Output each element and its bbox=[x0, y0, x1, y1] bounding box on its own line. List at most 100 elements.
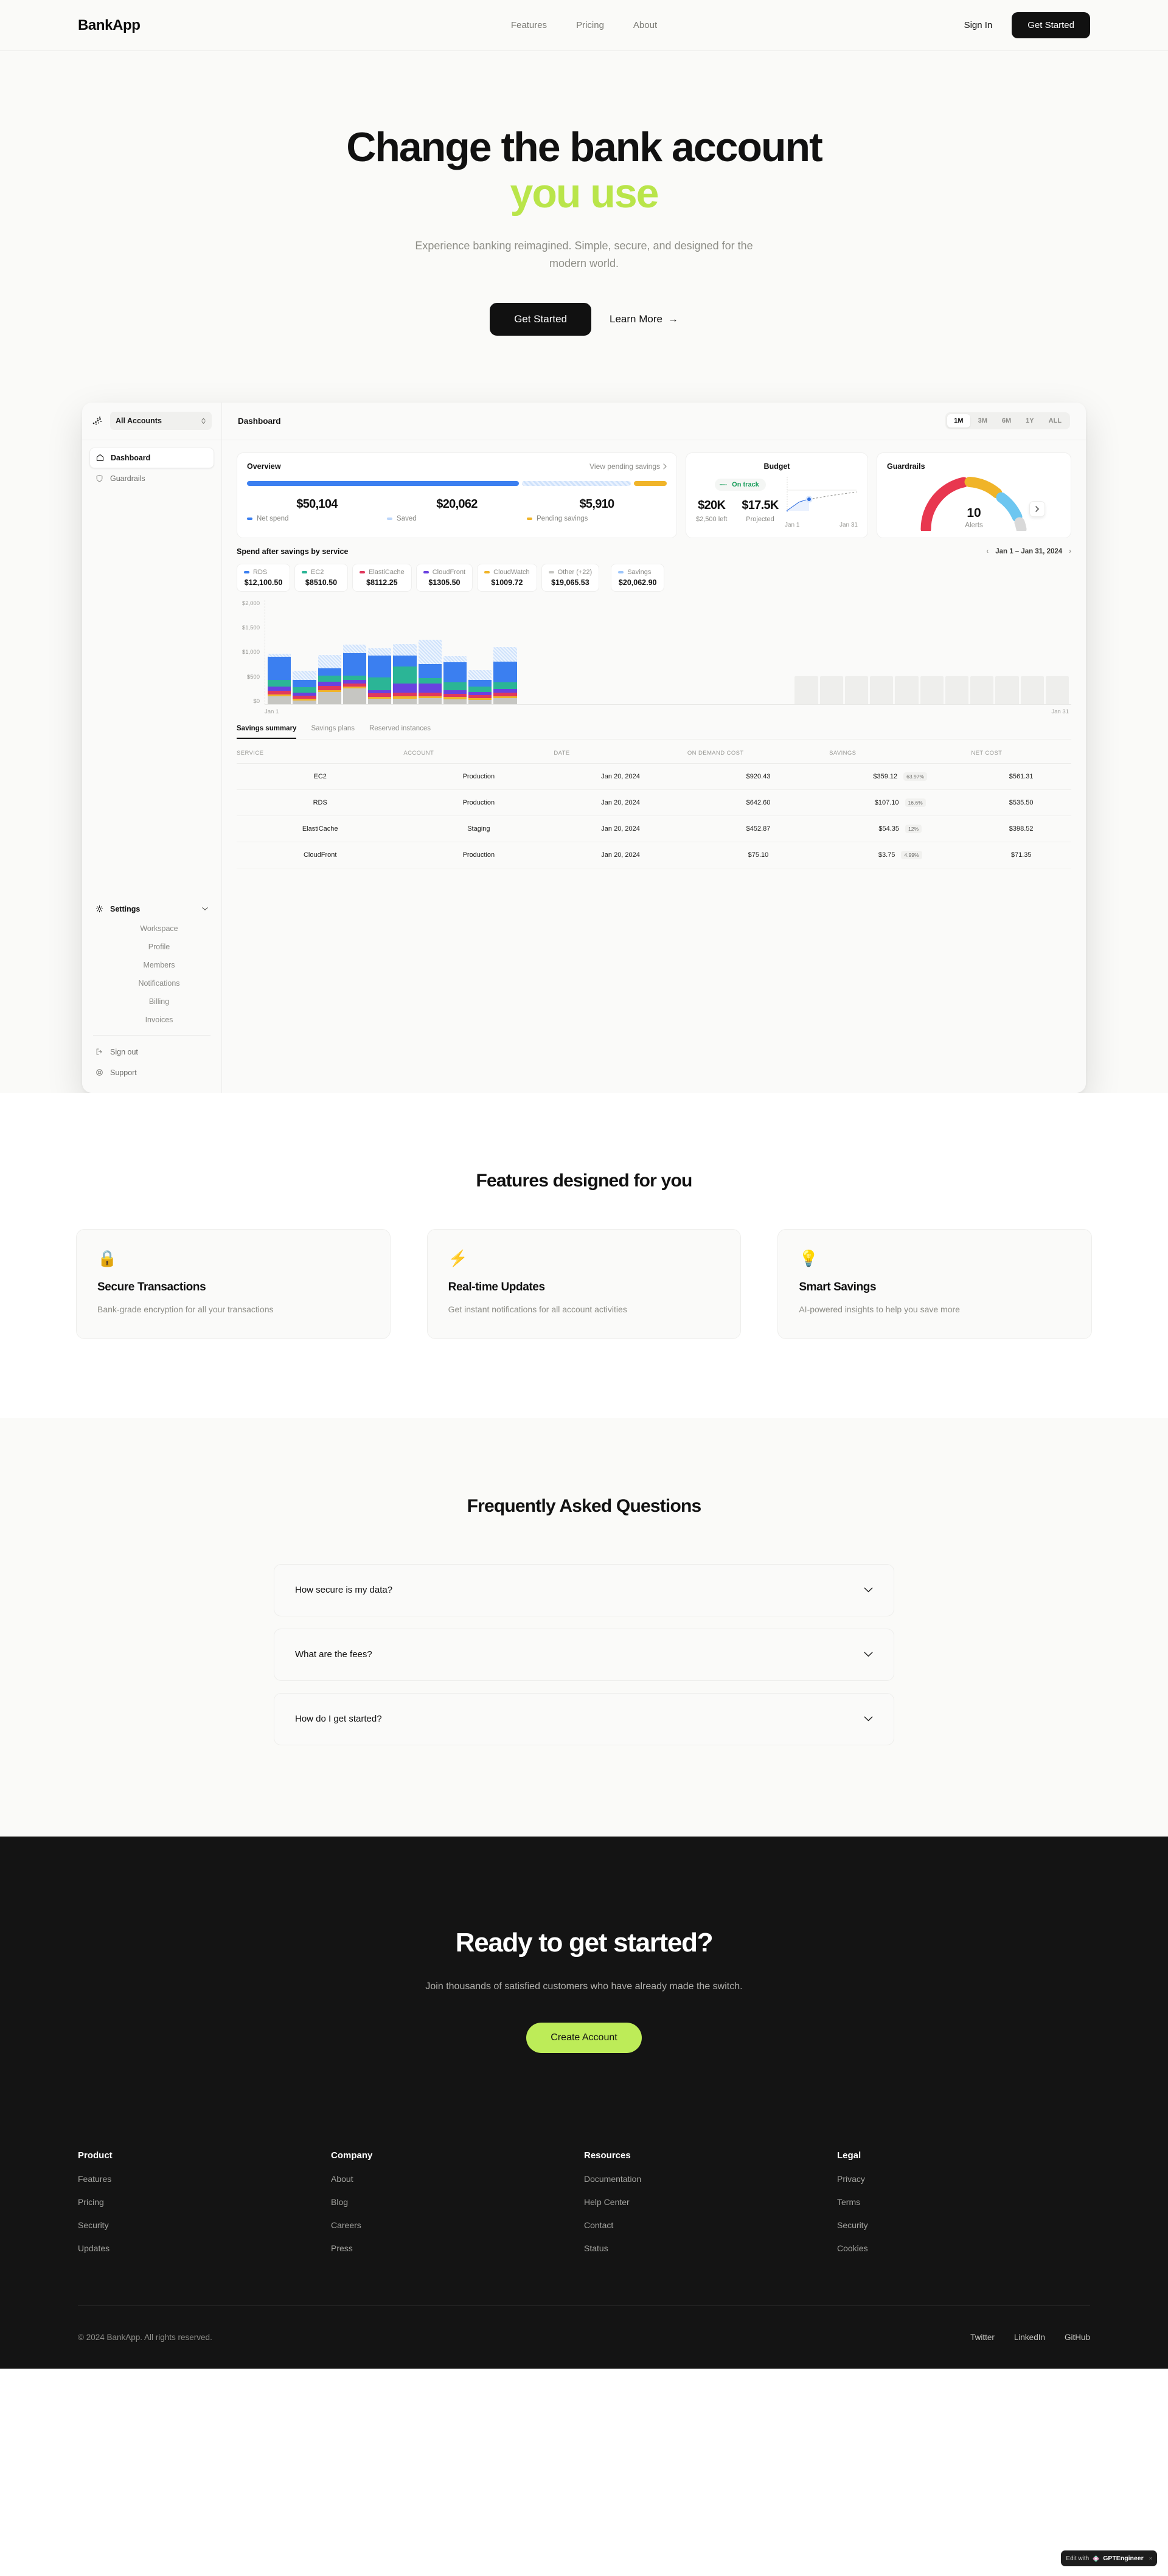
footer-link-contact[interactable]: Contact bbox=[584, 2220, 614, 2230]
sidebar-subitem-notifications[interactable]: Notifications bbox=[138, 978, 180, 988]
chip-cloudwatch[interactable]: CloudWatch $1009.72 bbox=[477, 563, 537, 592]
bar-pending bbox=[634, 480, 667, 486]
footer-link-about[interactable]: About bbox=[331, 2173, 353, 2184]
faq-question-0: How secure is my data? bbox=[295, 1585, 393, 1596]
guardrails-detail-button[interactable] bbox=[1029, 500, 1045, 517]
sidebar-item-settings[interactable]: Settings bbox=[89, 899, 214, 919]
chip-rds[interactable]: RDS $12,100.50 bbox=[237, 563, 290, 592]
footer-link-features[interactable]: Features bbox=[78, 2173, 112, 2184]
faq-item-1[interactable]: What are the fees? bbox=[274, 1628, 894, 1681]
hero-get-started-button[interactable]: Get Started bbox=[490, 302, 591, 336]
sidebar-subitem-invoices[interactable]: Invoices bbox=[145, 1015, 173, 1024]
sidebar-header: All Accounts bbox=[82, 403, 221, 440]
brand-logo[interactable]: BankApp bbox=[78, 16, 141, 33]
chip-savings[interactable]: Savings $20,062.90 bbox=[611, 563, 665, 592]
feature-desc-1: Get instant notifications for all accoun… bbox=[448, 1304, 627, 1314]
cell-net-cost: $561.31 bbox=[971, 763, 1071, 790]
footer-link-security[interactable]: Security bbox=[78, 2220, 109, 2230]
chip-rds-name: RDS bbox=[253, 568, 268, 576]
bar-segment bbox=[318, 676, 341, 682]
chip-cloudfront[interactable]: CloudFront $1305.50 bbox=[415, 563, 473, 592]
table-row[interactable]: CloudFront Production Jan 20, 2024 $75.10 $3… bbox=[237, 842, 1071, 868]
footer-link-pricing[interactable]: Pricing bbox=[78, 2197, 104, 2207]
nav-link-features[interactable]: Features bbox=[510, 20, 548, 30]
bar-segment bbox=[342, 675, 366, 680]
footer-link-cookies[interactable]: Cookies bbox=[837, 2243, 868, 2253]
sidebar-item-support[interactable]: Support bbox=[89, 1062, 214, 1083]
faq-item-2[interactable]: How do I get started? bbox=[274, 1692, 894, 1745]
next-period-button[interactable]: › bbox=[1069, 547, 1071, 555]
footer-link-terms[interactable]: Terms bbox=[837, 2197, 861, 2207]
chip-elasticache[interactable]: ElastiCache $8112.25 bbox=[352, 563, 412, 592]
faq-item-0[interactable]: How secure is my data? bbox=[274, 1563, 894, 1616]
sidebar-subitem-workspace[interactable]: Workspace bbox=[140, 924, 178, 933]
bar-segment bbox=[493, 646, 517, 662]
bar-segment bbox=[393, 683, 417, 693]
sidebar-item-guardrails-label: Guardrails bbox=[110, 474, 145, 483]
create-account-button[interactable]: Create Account bbox=[526, 2022, 642, 2053]
footer-link-legal-security[interactable]: Security bbox=[837, 2220, 868, 2230]
table-row[interactable]: EC2 Production Jan 20, 2024 $920.43 $359.12 6… bbox=[237, 763, 1071, 790]
footer-heading-resources: Resources bbox=[584, 2150, 631, 2161]
bar-segment bbox=[268, 679, 291, 687]
close-icon[interactable]: × bbox=[1149, 2555, 1152, 2561]
footer-link-careers[interactable]: Careers bbox=[331, 2220, 361, 2230]
x-tick-end: Jan 31 bbox=[1051, 708, 1069, 715]
chip-other[interactable]: Other (+22) $19,065.53 bbox=[541, 563, 600, 592]
cell-service-value: CloudFront bbox=[303, 851, 337, 859]
chip-ec2[interactable]: EC2 $8510.50 bbox=[294, 563, 348, 592]
prev-period-button[interactable]: ‹ bbox=[986, 547, 989, 555]
footer-link-status[interactable]: Status bbox=[584, 2243, 608, 2253]
overview-title: Overview bbox=[247, 462, 281, 471]
sign-in-link[interactable]: Sign In bbox=[964, 20, 993, 30]
feature-card-secure-transactions: 🔒 Secure Transactions Bank-grade encrypt… bbox=[76, 1228, 391, 1339]
table-row[interactable]: RDS Production Jan 20, 2024 $642.60 $107.10 1… bbox=[237, 789, 1071, 816]
range-all[interactable]: ALL bbox=[1048, 417, 1062, 425]
hero-actions: Get Started Learn More → bbox=[0, 302, 1168, 336]
tab-reserved-instances[interactable]: Reserved instances bbox=[369, 724, 431, 732]
footer-link-help-center[interactable]: Help Center bbox=[584, 2197, 630, 2207]
view-pending-savings-link[interactable]: View pending savings bbox=[589, 462, 667, 471]
bar-segment bbox=[342, 679, 366, 684]
social-link-twitter[interactable]: Twitter bbox=[970, 2332, 995, 2342]
social-link-linkedin[interactable]: LinkedIn bbox=[1013, 2332, 1045, 2342]
range-1m[interactable]: 1M bbox=[947, 414, 970, 428]
footer-bottom-bar: © 2024 BankApp. All rights reserved. Twi… bbox=[78, 2305, 1090, 2369]
cell-net-cost: $71.35 bbox=[971, 842, 1071, 868]
chip-cloudfront-name: CloudFront bbox=[432, 568, 466, 576]
footer-link-updates[interactable]: Updates bbox=[78, 2243, 110, 2253]
bar-column bbox=[342, 645, 366, 704]
cell-savings: $54.35 12% bbox=[829, 815, 972, 842]
footer-link-press[interactable]: Press bbox=[331, 2243, 353, 2253]
footer-link-blog[interactable]: Blog bbox=[331, 2197, 349, 2207]
nav-link-pricing[interactable]: Pricing bbox=[576, 20, 604, 30]
gpt-engineer-badge[interactable]: Edit with GPTEngineer × bbox=[1061, 2550, 1157, 2566]
tab-savings-summary[interactable]: Savings summary bbox=[237, 725, 297, 739]
tab-savings-plans[interactable]: Savings plans bbox=[311, 724, 355, 732]
social-link-github[interactable]: GitHub bbox=[1064, 2332, 1090, 2342]
hero-learn-more-link[interactable]: Learn More → bbox=[610, 313, 678, 325]
range-3m[interactable]: 3M bbox=[978, 417, 987, 425]
table-row[interactable]: ElastiCache Staging Jan 20, 2024 $452.87 $54… bbox=[237, 815, 1071, 842]
sidebar-subitem-profile[interactable]: Profile bbox=[148, 942, 170, 951]
sidebar-item-dashboard[interactable]: Dashboard bbox=[89, 447, 214, 468]
range-6m[interactable]: 6M bbox=[1001, 417, 1012, 425]
account-selector[interactable]: All Accounts bbox=[110, 412, 212, 431]
bar-segment bbox=[268, 656, 291, 680]
nav-link-about[interactable]: About bbox=[633, 20, 658, 30]
bar-segment bbox=[443, 682, 467, 690]
range-1y[interactable]: 1Y bbox=[1026, 417, 1034, 425]
bar-column-placeholder bbox=[819, 676, 843, 704]
get-started-button[interactable]: Get Started bbox=[1012, 12, 1090, 38]
sidebar-item-sign-out[interactable]: Sign out bbox=[89, 1042, 214, 1062]
footer-link-documentation[interactable]: Documentation bbox=[584, 2173, 642, 2184]
x-axis-labels: Jan 1 Jan 31 bbox=[237, 705, 1071, 715]
sidebar-item-guardrails[interactable]: Guardrails bbox=[89, 468, 214, 489]
bar-segment bbox=[493, 696, 517, 699]
cell-service: RDS bbox=[237, 789, 404, 816]
bar-segment bbox=[393, 643, 417, 656]
footer-link-privacy[interactable]: Privacy bbox=[837, 2173, 865, 2184]
sidebar-subitem-billing[interactable]: Billing bbox=[148, 997, 170, 1006]
sidebar-subitem-members[interactable]: Members bbox=[143, 960, 175, 969]
cell-account-value: Production bbox=[462, 851, 495, 859]
